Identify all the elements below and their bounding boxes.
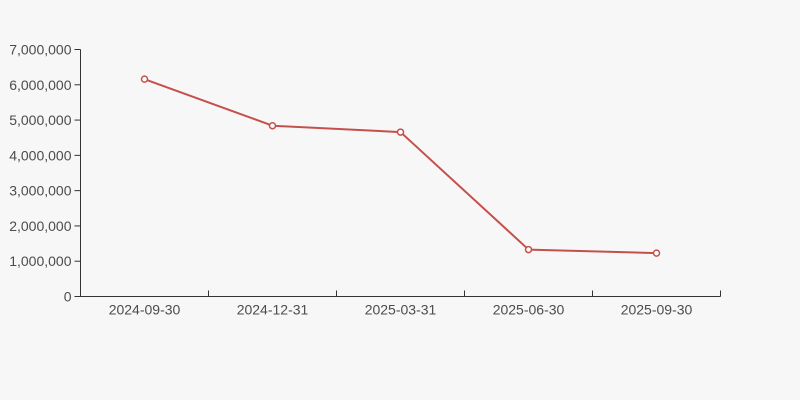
data-line xyxy=(143,78,658,255)
x-axis-label: 2025-06-30 xyxy=(493,302,565,318)
x-axis-label: 2024-09-30 xyxy=(109,302,181,318)
x-axis-label: 2025-03-31 xyxy=(365,302,437,318)
data-point[interactable] xyxy=(652,249,661,257)
y-axis-label: 7,000,000 xyxy=(9,42,71,58)
data-point[interactable] xyxy=(524,245,533,254)
x-axis-label: 2024-12-31 xyxy=(237,302,309,318)
data-point[interactable] xyxy=(268,121,277,130)
y-axis-label: 2,000,000 xyxy=(9,218,71,234)
y-axis-label: 1,000,000 xyxy=(9,253,71,269)
y-axis-label: 5,000,000 xyxy=(9,112,71,128)
y-axis-label: 3,000,000 xyxy=(9,183,71,199)
y-axis-label: 4,000,000 xyxy=(9,147,71,163)
y-axis-label: 0 xyxy=(64,289,72,305)
data-point[interactable] xyxy=(140,75,149,83)
x-axis-label: 2025-09-30 xyxy=(621,302,693,318)
data-point[interactable] xyxy=(396,128,405,136)
y-axis-label: 6,000,000 xyxy=(9,77,71,93)
